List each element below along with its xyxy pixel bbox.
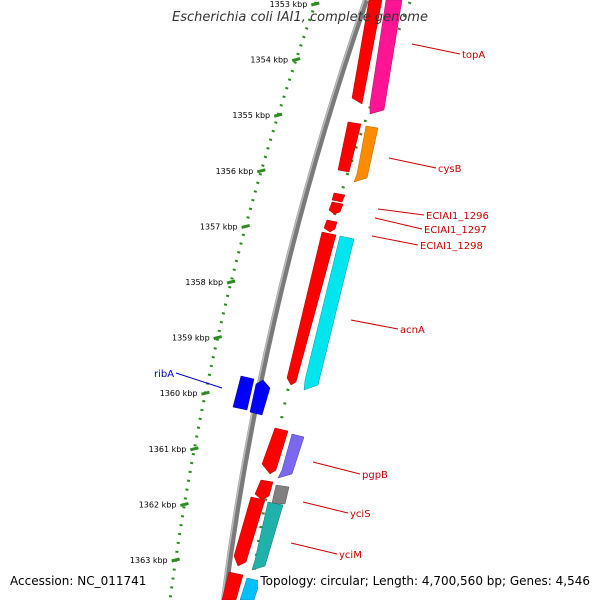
gene-ECIAI1_1296[interactable]: [331, 192, 346, 203]
label-topA[interactable]: topA: [462, 50, 485, 61]
label-ECIAI1_1298[interactable]: ECIAI1_1298: [420, 241, 483, 252]
leader-cysB: [388, 157, 437, 169]
tick-label: 1359 kbp: [172, 334, 210, 343]
tick-label: 1354 kbp: [250, 56, 288, 65]
gene-topA-reverse[interactable]: [369, 0, 403, 115]
tick-mark: [256, 168, 266, 174]
tick-mark: [180, 501, 189, 507]
gene-labels: topA cysB ECIAI1_1296 ECIAI1_1297 ECIAI1…: [154, 50, 489, 561]
gene-ECIAI1_1298[interactable]: [323, 219, 338, 233]
label-leaders: [175, 43, 461, 555]
leader-ECIAI1_1296: [377, 208, 425, 216]
tick-label: 1363 kbp: [130, 556, 168, 565]
tick-mark: [226, 279, 236, 285]
leader-yciM: [290, 542, 338, 555]
tick-mark: [291, 57, 301, 63]
gene-yciM-forward[interactable]: [233, 496, 266, 567]
genome-summary-text: Topology: circular; Length: 4,700,560 bp…: [258, 574, 592, 588]
label-yciM[interactable]: yciM: [339, 550, 362, 561]
tick-mark: [310, 1, 320, 7]
genome-backbone-highlight: [221, 0, 365, 601]
gene-ribA-2[interactable]: [249, 379, 271, 416]
gene-cysB-forward[interactable]: [337, 121, 362, 173]
gene-ribA-1[interactable]: [232, 375, 255, 411]
gene-yciS-reverse[interactable]: [271, 484, 290, 505]
label-ribA[interactable]: ribA: [154, 369, 174, 380]
tick-label: 1358 kbp: [185, 278, 223, 287]
map-title: Escherichia coli IAI1, complete genome: [172, 10, 428, 25]
gene-cysB-reverse[interactable]: [353, 125, 379, 183]
leader-acnA: [350, 319, 399, 330]
label-acnA[interactable]: acnA: [400, 325, 425, 336]
leader-ECIAI1_1298: [371, 235, 419, 246]
gene-bottom-reverse[interactable]: [239, 577, 261, 601]
tick-layer: 1353 kbp 1354 kbp 1355 kbp 1356 kbp 1357 kbp…: [130, 0, 320, 565]
genome-backbone: [221, 0, 369, 601]
label-ECIAI1_1296[interactable]: ECIAI1_1296: [426, 211, 489, 222]
gene-yciM-reverse[interactable]: [251, 501, 284, 571]
gene-ECIAI1_1297[interactable]: [328, 201, 344, 215]
tick-label: 1353 kbp: [270, 0, 308, 9]
gene-acnA-reverse[interactable]: [303, 235, 355, 391]
gene-acnA-forward[interactable]: [286, 231, 337, 386]
leader-ECIAI1_1297: [374, 217, 423, 230]
accession-text: Accession: NC_011741: [8, 574, 149, 588]
gene-pgpB-forward[interactable]: [261, 427, 289, 475]
leader-topA: [411, 43, 461, 55]
leader-yciS: [302, 501, 349, 514]
gene-yciS-forward[interactable]: [254, 479, 274, 501]
tick-mark: [190, 446, 199, 452]
gene-features: [221, 0, 403, 601]
label-pgpB[interactable]: pgpB: [362, 470, 388, 481]
tick-mark: [171, 557, 180, 563]
tick-mark: [201, 390, 210, 396]
tick-mark: [213, 335, 223, 341]
gene-pgpB-reverse[interactable]: [277, 433, 305, 479]
tick-label: 1361 kbp: [149, 445, 187, 454]
leader-pgpB: [312, 461, 361, 475]
tick-label: 1355 kbp: [232, 111, 270, 120]
leader-ribA: [175, 372, 223, 389]
tick-mark: [241, 223, 250, 229]
gene-topA-forward[interactable]: [351, 0, 383, 105]
tick-label: 1362 kbp: [139, 500, 177, 509]
tick-label: 1360 kbp: [160, 389, 198, 398]
tick-mark: [273, 112, 283, 118]
tick-label: 1356 kbp: [216, 167, 254, 176]
tick-guide-line: [168, 1, 318, 601]
tick-label: 1357 kbp: [200, 222, 238, 231]
label-cysB[interactable]: cysB: [438, 164, 462, 175]
label-yciS[interactable]: yciS: [350, 509, 371, 520]
label-ECIAI1_1297[interactable]: ECIAI1_1297: [424, 225, 487, 236]
